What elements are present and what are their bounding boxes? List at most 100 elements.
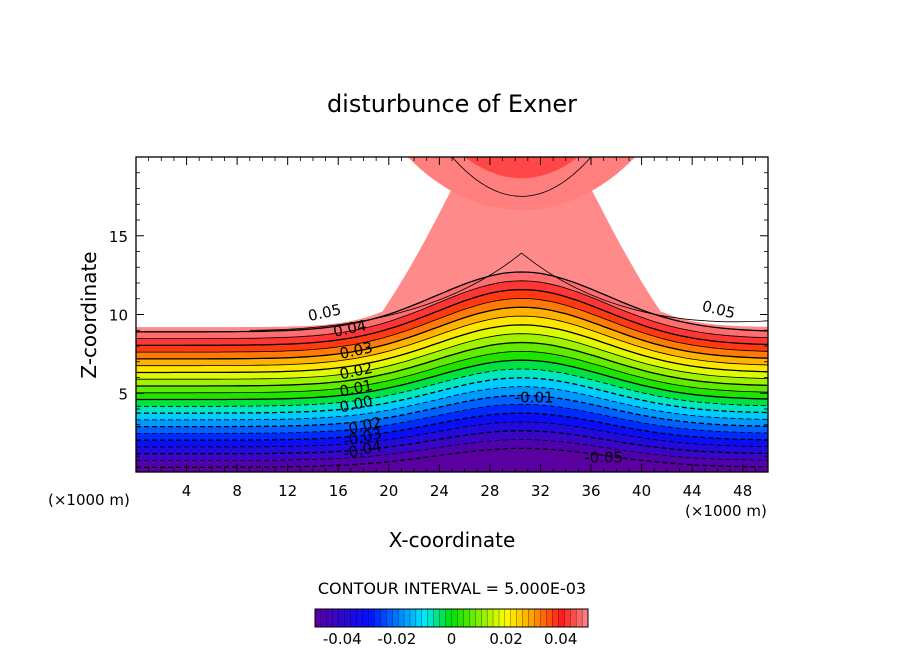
contour-label: -0.05 bbox=[584, 449, 623, 467]
y-tick-label: 10 bbox=[109, 307, 128, 325]
contour-line bbox=[136, 271, 768, 333]
colorbar-segment bbox=[314, 608, 322, 628]
colorbar-segment bbox=[427, 608, 435, 628]
colorbar-segment bbox=[386, 608, 393, 628]
contour-labels: 0.05 0.050.040.030.020.010.00 -0.01-0.02-0… bbox=[306, 297, 737, 467]
contour-line bbox=[136, 439, 768, 461]
colorbar-segment bbox=[498, 608, 506, 628]
contour-line bbox=[136, 324, 768, 374]
contour-interval-label: CONTOUR INTERVAL = 5.000E-03 bbox=[318, 579, 586, 598]
contour-lines bbox=[136, 157, 768, 468]
colorbar-segment bbox=[540, 608, 547, 628]
colorbar-segment bbox=[575, 608, 583, 628]
x-axis-label: X-coordinate bbox=[389, 528, 516, 552]
contour-line bbox=[136, 341, 768, 387]
contour-line bbox=[136, 447, 768, 468]
x-tick-label: 40 bbox=[632, 482, 651, 500]
colorbar-segment bbox=[415, 608, 423, 628]
contour-line bbox=[136, 421, 768, 448]
x-tick-label: 4 bbox=[182, 482, 192, 500]
colorbar-segment bbox=[469, 608, 476, 628]
colorbar-tick-label: -0.04 bbox=[323, 630, 362, 648]
colorbar-frame bbox=[314, 608, 589, 628]
contour-field: 0.05 0.050.040.030.020.010.00 -0.01-0.02-0… bbox=[136, 157, 768, 472]
contour-line bbox=[136, 412, 768, 441]
contour-line bbox=[136, 280, 768, 339]
colorbar-segment bbox=[445, 608, 452, 628]
contour-band bbox=[136, 448, 768, 472]
colorbar-segment bbox=[368, 608, 375, 628]
colorbar-segment bbox=[558, 608, 565, 628]
colorbar-segment bbox=[338, 608, 346, 628]
contour-line bbox=[136, 368, 768, 407]
x-axis-ticks: 4 8 12 16 20 24 28 32 36 40 44 48 bbox=[148, 157, 756, 500]
colorbar-tick-label: 0.02 bbox=[489, 630, 522, 648]
y-tick-label: 5 bbox=[118, 385, 128, 403]
colorbar-segment bbox=[421, 608, 429, 628]
colorbar-segment bbox=[504, 608, 512, 628]
colorbar-segment bbox=[320, 608, 328, 628]
colorbar-segment bbox=[344, 608, 352, 628]
x-tick-label: 28 bbox=[480, 482, 499, 500]
colorbar-segment bbox=[581, 608, 589, 628]
contour-line bbox=[136, 315, 768, 367]
colorbar-segment bbox=[552, 608, 559, 628]
contour-line bbox=[136, 430, 768, 455]
colorbar-segment bbox=[433, 608, 441, 628]
colorbar-segment bbox=[570, 608, 577, 628]
colorbar-segment bbox=[528, 608, 536, 628]
colorbar-segment bbox=[350, 608, 357, 628]
x-tick-label: 24 bbox=[430, 482, 449, 500]
colorbar-segment bbox=[374, 608, 381, 628]
contour-line bbox=[136, 403, 768, 434]
y-tick-label: 15 bbox=[109, 228, 128, 246]
colorbar-segment bbox=[356, 608, 363, 628]
contour-line-x bbox=[249, 252, 522, 331]
colorbar-segment bbox=[534, 608, 541, 628]
colorbar-segment bbox=[409, 608, 417, 628]
contour-line-x bbox=[521, 252, 768, 323]
colorbar-segment bbox=[451, 608, 458, 628]
colorbar-segment bbox=[564, 608, 571, 628]
contour-line-x bbox=[451, 157, 592, 197]
colorbar-segment bbox=[392, 608, 399, 628]
colorbar-segment bbox=[522, 608, 530, 628]
contour-line bbox=[136, 386, 768, 421]
colorbar-ticks: -0.04 -0.02 0 0.02 0.04 bbox=[323, 630, 578, 648]
colorbar-tick-label: 0.04 bbox=[544, 630, 577, 648]
contour-line bbox=[136, 288, 768, 347]
colorbar-segment bbox=[481, 608, 488, 628]
colorbar-segment bbox=[463, 608, 470, 628]
x-tick-label: 16 bbox=[329, 482, 348, 500]
contour-line bbox=[136, 394, 768, 428]
colorbar-segment bbox=[326, 608, 334, 628]
colorbar-segment bbox=[380, 608, 387, 628]
colorbar-segment bbox=[546, 608, 553, 628]
colorbar-segment bbox=[362, 608, 369, 628]
colorbar-segment bbox=[475, 608, 482, 628]
contour-line bbox=[136, 333, 768, 380]
contour-line bbox=[136, 306, 768, 360]
colorbar-segment bbox=[510, 608, 518, 628]
x-tick-label: 36 bbox=[581, 482, 600, 500]
contour-band-waist-core bbox=[464, 157, 579, 179]
colorbar-segment bbox=[457, 608, 464, 628]
y-axis-ticks: 5 10 15 bbox=[109, 172, 768, 457]
colorbar-segment bbox=[516, 608, 524, 628]
x-tick-label: 8 bbox=[232, 482, 242, 500]
x-tick-label: 12 bbox=[278, 482, 297, 500]
colorbar-tick-label: -0.02 bbox=[377, 630, 416, 648]
colorbar-segment bbox=[332, 608, 340, 628]
x-tick-label: 48 bbox=[733, 482, 752, 500]
colorbar-segment bbox=[486, 608, 494, 628]
contour-line bbox=[136, 359, 768, 401]
x-tick-label: 20 bbox=[379, 482, 398, 500]
colorbar-segment bbox=[403, 608, 411, 628]
contour-label: -0.01 bbox=[515, 389, 554, 407]
colorbar bbox=[314, 608, 589, 628]
x-unit-right: (×1000 m) bbox=[685, 502, 767, 520]
chart-title: disturbunce of Exner bbox=[327, 90, 577, 118]
y-axis-label: Z-coordinate bbox=[77, 251, 101, 378]
colorbar-segment bbox=[492, 608, 500, 628]
x-tick-label: 32 bbox=[531, 482, 550, 500]
